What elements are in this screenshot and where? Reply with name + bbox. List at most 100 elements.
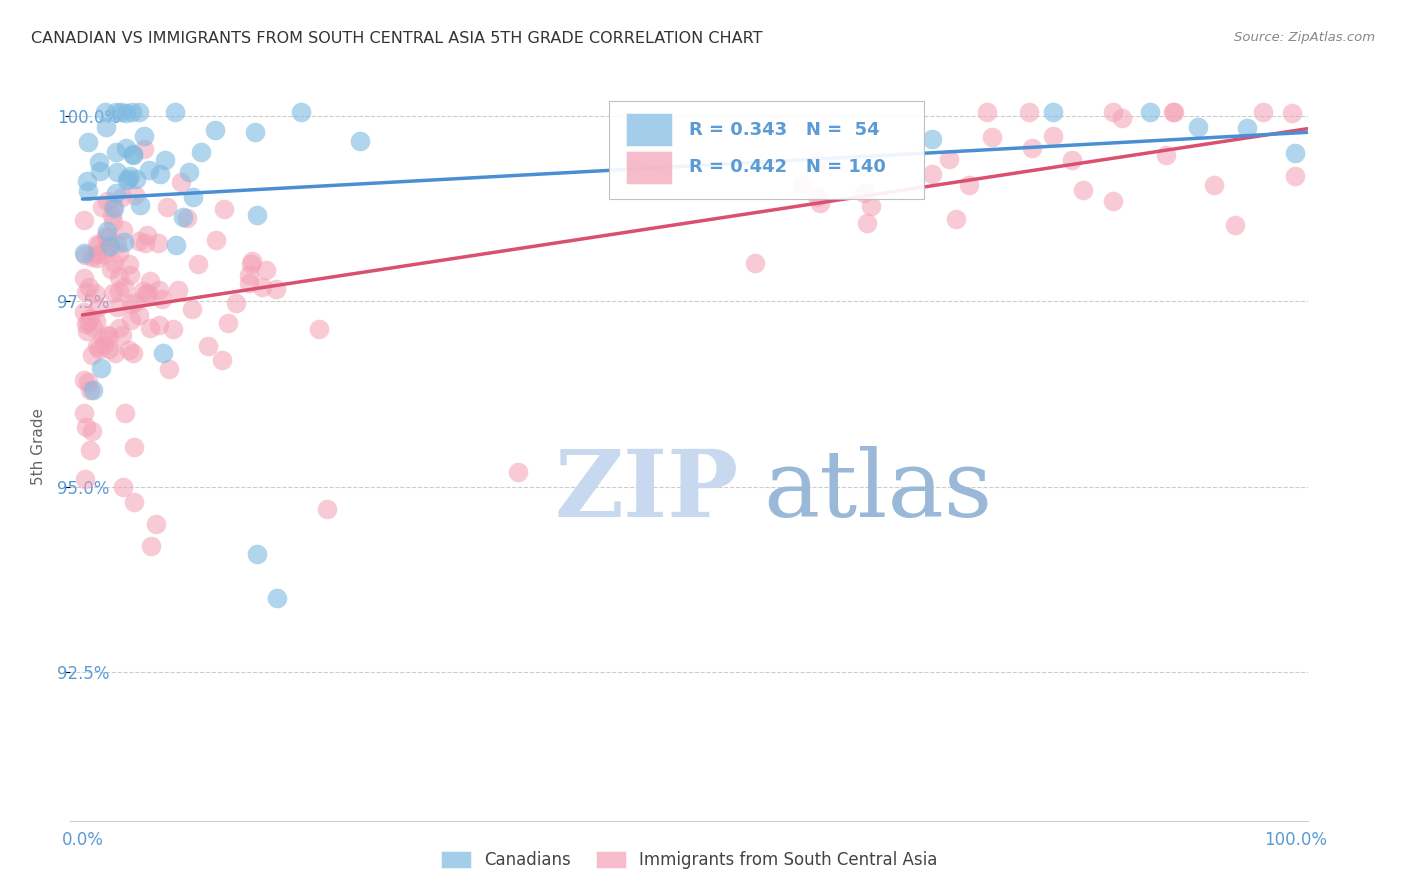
Point	[76, 324, 98, 338]
Point	[938, 152, 960, 166]
Point	[211, 352, 233, 367]
Point	[266, 591, 288, 605]
Point	[254, 263, 277, 277]
Point	[83, 285, 105, 300]
Point	[101, 208, 124, 222]
Point	[105, 105, 128, 120]
Point	[104, 145, 127, 159]
Point	[87, 155, 110, 169]
Point	[77, 376, 100, 390]
Point	[1154, 148, 1177, 162]
Point	[91, 247, 114, 261]
Point	[86, 339, 108, 353]
Point	[122, 440, 145, 454]
Point	[103, 201, 125, 215]
Point	[197, 339, 219, 353]
Point	[115, 106, 138, 120]
Point	[77, 136, 100, 150]
Point	[108, 284, 131, 298]
Point	[1251, 105, 1274, 120]
Point	[75, 317, 97, 331]
Point	[86, 252, 108, 266]
Point	[112, 235, 135, 250]
Point	[121, 148, 143, 162]
Point	[148, 318, 170, 333]
Point	[139, 274, 162, 288]
Point	[139, 320, 162, 334]
Point	[981, 130, 1004, 145]
Point	[308, 321, 330, 335]
Point	[121, 313, 143, 327]
Point	[1161, 105, 1184, 120]
Point	[90, 200, 112, 214]
Point	[204, 123, 226, 137]
Point	[1281, 106, 1303, 120]
Point	[1111, 111, 1133, 125]
Point	[86, 237, 108, 252]
Point	[124, 294, 146, 309]
Point	[80, 424, 103, 438]
Point	[136, 285, 159, 300]
Text: R = 0.442   N = 140: R = 0.442 N = 140	[689, 158, 886, 177]
Point	[250, 280, 273, 294]
Point	[96, 194, 118, 208]
Legend: Canadians, Immigrants from South Central Asia: Canadians, Immigrants from South Central…	[434, 845, 943, 876]
Point	[105, 186, 128, 200]
Point	[79, 280, 101, 294]
Point	[117, 257, 139, 271]
Point	[243, 125, 266, 139]
Point	[120, 297, 142, 311]
Point	[105, 300, 128, 314]
Point	[75, 420, 97, 434]
Point	[146, 236, 169, 251]
Point	[76, 174, 98, 188]
Point	[157, 362, 180, 376]
Point	[79, 384, 101, 398]
Point	[166, 284, 188, 298]
Point	[181, 190, 204, 204]
Point	[145, 516, 167, 531]
Point	[115, 141, 138, 155]
Point	[90, 361, 112, 376]
Point	[103, 256, 125, 270]
Point	[1042, 105, 1064, 120]
Text: atlas: atlas	[763, 446, 993, 536]
Point	[139, 539, 162, 553]
Point	[125, 172, 148, 186]
Point	[246, 207, 269, 221]
Point	[82, 384, 104, 398]
Text: CANADIAN VS IMMIGRANTS FROM SOUTH CENTRAL ASIA 5TH GRADE CORRELATION CHART: CANADIAN VS IMMIGRANTS FROM SOUTH CENTRA…	[31, 31, 762, 46]
Point	[114, 406, 136, 420]
Point	[117, 171, 139, 186]
Point	[118, 169, 141, 183]
Point	[1284, 169, 1306, 184]
Point	[976, 105, 998, 120]
Point	[945, 212, 967, 227]
Point	[134, 236, 156, 251]
Point	[1284, 146, 1306, 161]
Point	[87, 238, 110, 252]
Point	[806, 190, 828, 204]
Point	[79, 311, 101, 326]
FancyBboxPatch shape	[626, 113, 672, 146]
Point	[73, 304, 96, 318]
Point	[73, 245, 96, 260]
Point	[1060, 153, 1083, 167]
Point	[103, 214, 125, 228]
Point	[73, 472, 96, 486]
Point	[101, 199, 124, 213]
FancyBboxPatch shape	[626, 151, 672, 184]
Point	[128, 234, 150, 248]
Point	[72, 270, 94, 285]
Point	[94, 120, 117, 135]
Point	[104, 346, 127, 360]
Point	[804, 153, 827, 168]
Point	[73, 406, 96, 420]
Point	[957, 178, 980, 193]
Text: Source: ZipAtlas.com: Source: ZipAtlas.com	[1234, 31, 1375, 45]
Point	[921, 132, 943, 146]
Point	[84, 314, 107, 328]
Point	[172, 210, 194, 224]
Point	[1021, 141, 1043, 155]
Point	[290, 105, 312, 120]
